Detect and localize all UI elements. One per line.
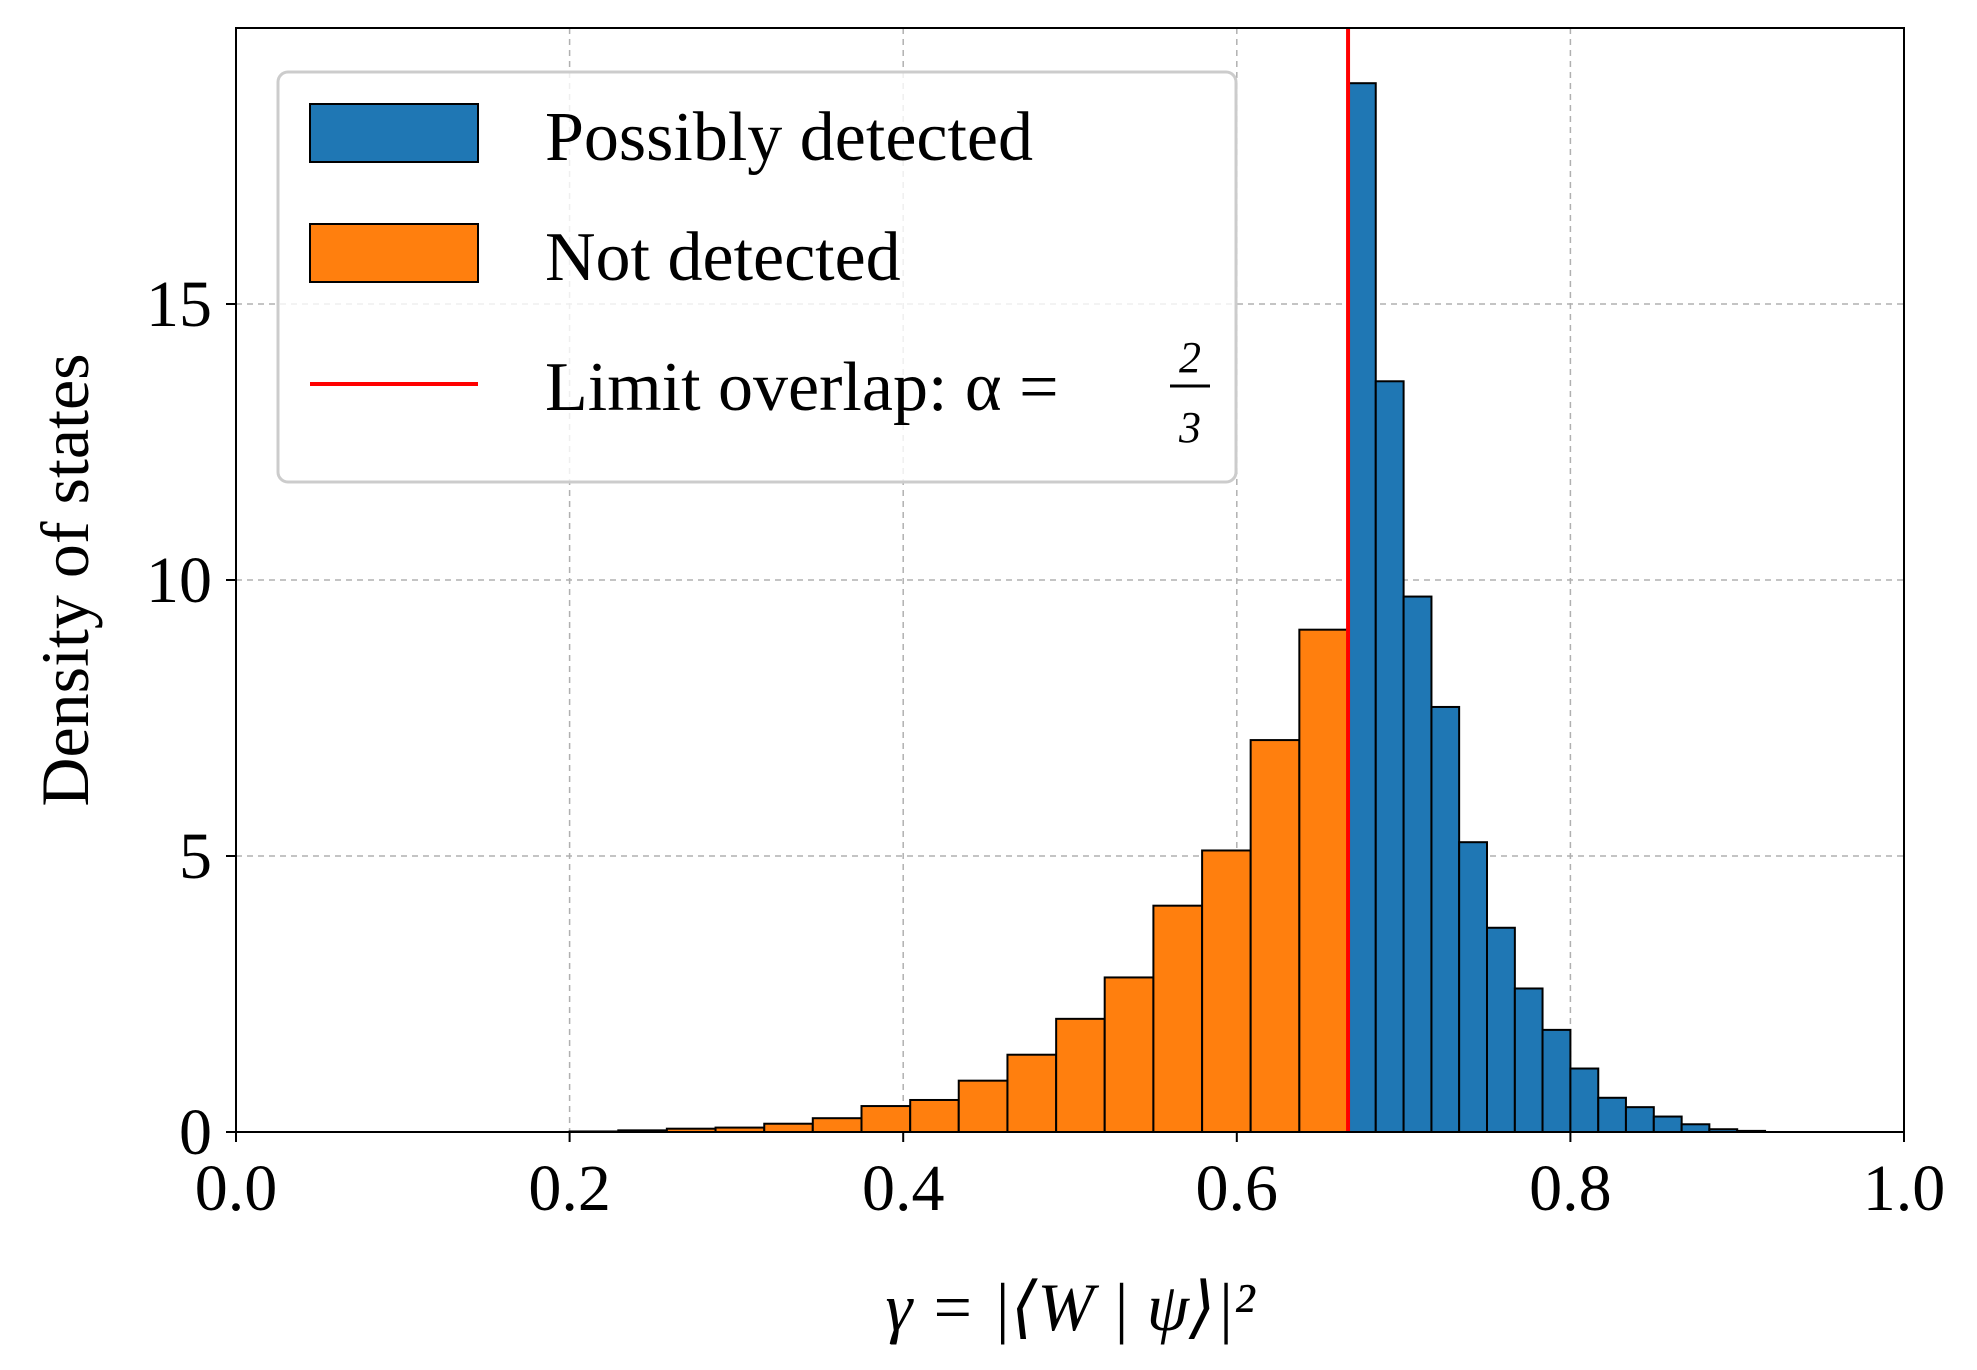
legend-box [276, 70, 1238, 484]
x-axis-label: γ = |⟨W | ψ⟩|² [885, 1269, 1256, 1345]
legend-label-limit-overlap: Limit overlap: α = [545, 349, 1059, 426]
bar-possibly-detected [1597, 1096, 1627, 1133]
legend-fraction-numerator: 2 [1179, 333, 1201, 382]
histogram-bars [568, 82, 1767, 1134]
y-tick-label: 15 [146, 268, 212, 341]
legend-fraction-denominator: 3 [1178, 403, 1201, 452]
bar-not-detected [1249, 739, 1301, 1134]
legend-label-not-detected: Not detected [545, 219, 901, 296]
x-tick-label: 0.8 [1529, 1152, 1612, 1225]
legend: Possibly detected Not detected Limit ove… [276, 70, 1238, 484]
bar-not-detected [1152, 904, 1204, 1133]
x-tick-label: 1.0 [1863, 1152, 1946, 1225]
y-axis-label: Density of states [27, 353, 103, 806]
bar-possibly-detected [1541, 1028, 1572, 1134]
x-tick-label: 0.2 [528, 1152, 611, 1225]
bar-not-detected [1103, 976, 1155, 1133]
bar-not-detected [1298, 628, 1350, 1133]
bar-not-detected [860, 1105, 912, 1134]
x-tick-label: 0.0 [195, 1152, 278, 1225]
y-tick-label: 0 [179, 1096, 212, 1169]
bar-possibly-detected [1652, 1115, 1683, 1133]
bar-possibly-detected [1569, 1067, 1600, 1134]
bar-not-detected [1006, 1053, 1058, 1133]
bar-not-detected [957, 1079, 1009, 1133]
bar-possibly-detected [1374, 380, 1405, 1133]
bar-possibly-detected [1513, 987, 1544, 1133]
bar-possibly-detected [1347, 82, 1377, 1134]
bar-possibly-detected [1680, 1123, 1711, 1133]
bar-not-detected [763, 1122, 814, 1133]
legend-swatch-not-detected [309, 223, 479, 283]
x-axis-ticks: 0.0 0.2 0.4 0.6 0.8 1.0 [195, 1132, 1946, 1225]
legend-label-possibly-detected: Possibly detected [545, 99, 1033, 176]
bar-possibly-detected [1486, 926, 1516, 1134]
x-tick-label: 0.4 [862, 1152, 945, 1225]
y-tick-label: 5 [179, 820, 212, 893]
x-tick-label: 0.6 [1196, 1152, 1279, 1225]
bar-not-detected [1055, 1017, 1106, 1134]
y-axis-ticks: 0 5 10 15 [146, 268, 236, 1169]
bar-possibly-detected [1402, 595, 1433, 1133]
y-tick-label: 10 [146, 544, 212, 617]
bar-not-detected [1201, 849, 1252, 1133]
bar-possibly-detected [1430, 705, 1461, 1134]
bar-not-detected [909, 1098, 960, 1134]
bar-not-detected [811, 1117, 863, 1133]
legend-swatch-possibly-detected [309, 103, 479, 163]
bar-possibly-detected [1624, 1106, 1655, 1134]
bar-possibly-detected [1458, 841, 1489, 1133]
